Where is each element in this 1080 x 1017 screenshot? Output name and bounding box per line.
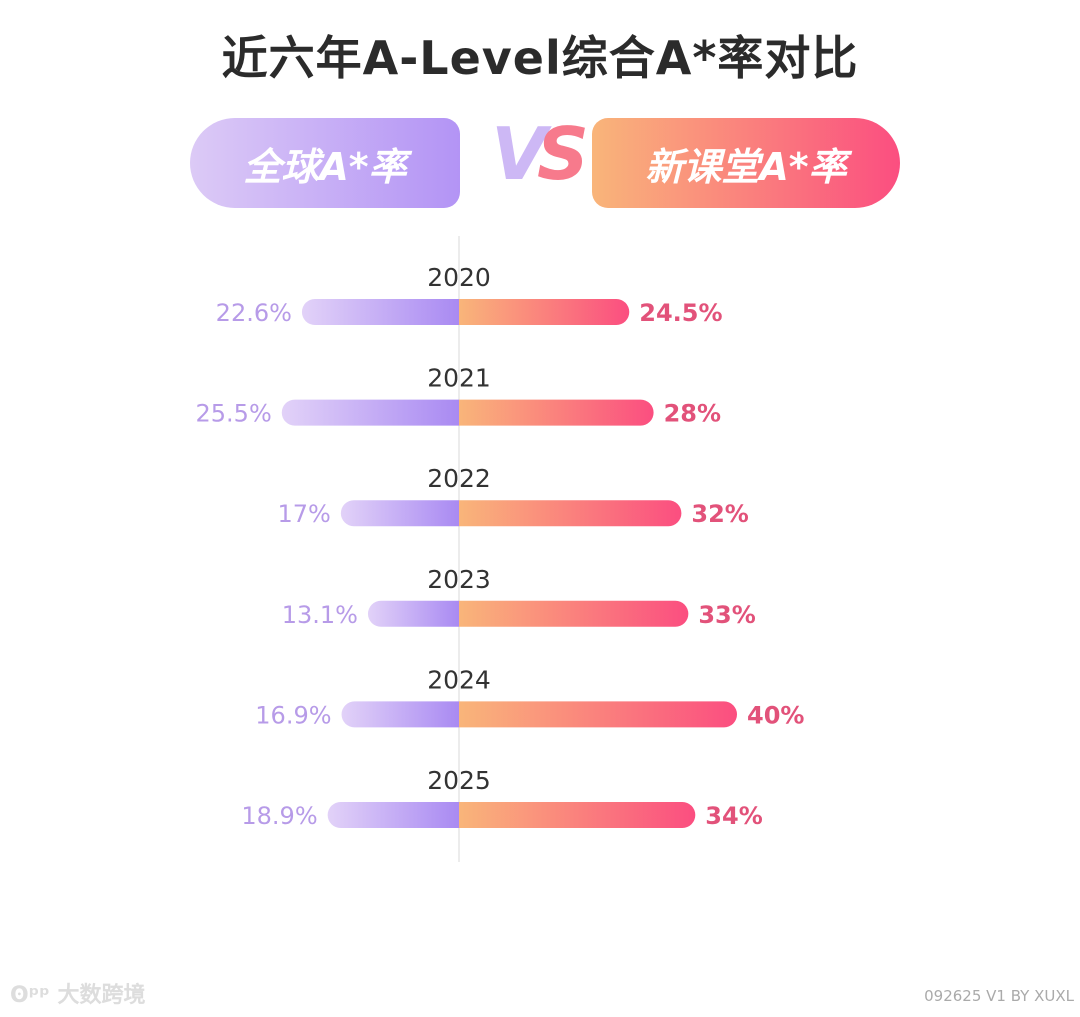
bar-global [301, 299, 459, 325]
value-label-new-classroom: 34% [705, 802, 762, 830]
bar-global [340, 500, 459, 527]
year-label: 2022 [427, 464, 491, 493]
chart-title: 近六年A-Level综合A*率对比 [221, 31, 859, 85]
year-label: 2025 [427, 766, 491, 795]
value-label-global: 25.5% [196, 400, 272, 428]
bar-new-classroom [459, 701, 738, 728]
value-label-global: 22.6% [216, 299, 292, 327]
legend-new-classroom: 新课堂A*率 [592, 118, 900, 208]
footer-version: 092625 V1 BY XUXL [924, 987, 1074, 1005]
year-label: 2021 [427, 364, 491, 393]
value-label-new-classroom: 24.5% [639, 299, 722, 327]
legend-global: 全球A*率 [190, 118, 460, 208]
vs-badge: VS [491, 112, 589, 196]
logo-text: 大数跨境 [57, 983, 146, 1008]
value-label-new-classroom: 33% [698, 601, 755, 629]
year-label: 2023 [427, 565, 491, 594]
value-label-global: 17% [278, 500, 331, 528]
bar-new-classroom [459, 299, 630, 325]
bar-global [341, 701, 459, 728]
bar-global [327, 802, 459, 828]
value-label-new-classroom: 28% [664, 400, 721, 428]
value-label-new-classroom: 40% [747, 701, 804, 729]
value-label-global: 18.9% [241, 802, 317, 830]
year-label: 2020 [427, 263, 491, 292]
bar-new-classroom [459, 600, 689, 627]
bar-new-classroom [459, 802, 696, 828]
bar-new-classroom [459, 500, 682, 527]
bar-global [367, 600, 459, 627]
bar-new-classroom [459, 399, 654, 426]
bar-global [281, 399, 459, 426]
year-label: 2024 [427, 665, 491, 694]
value-label-global: 16.9% [255, 701, 331, 729]
footer-logo: ʘᵖᵖ 大数跨境 [10, 983, 146, 1008]
value-label-global: 13.1% [282, 601, 358, 629]
value-label-new-classroom: 32% [691, 500, 748, 528]
